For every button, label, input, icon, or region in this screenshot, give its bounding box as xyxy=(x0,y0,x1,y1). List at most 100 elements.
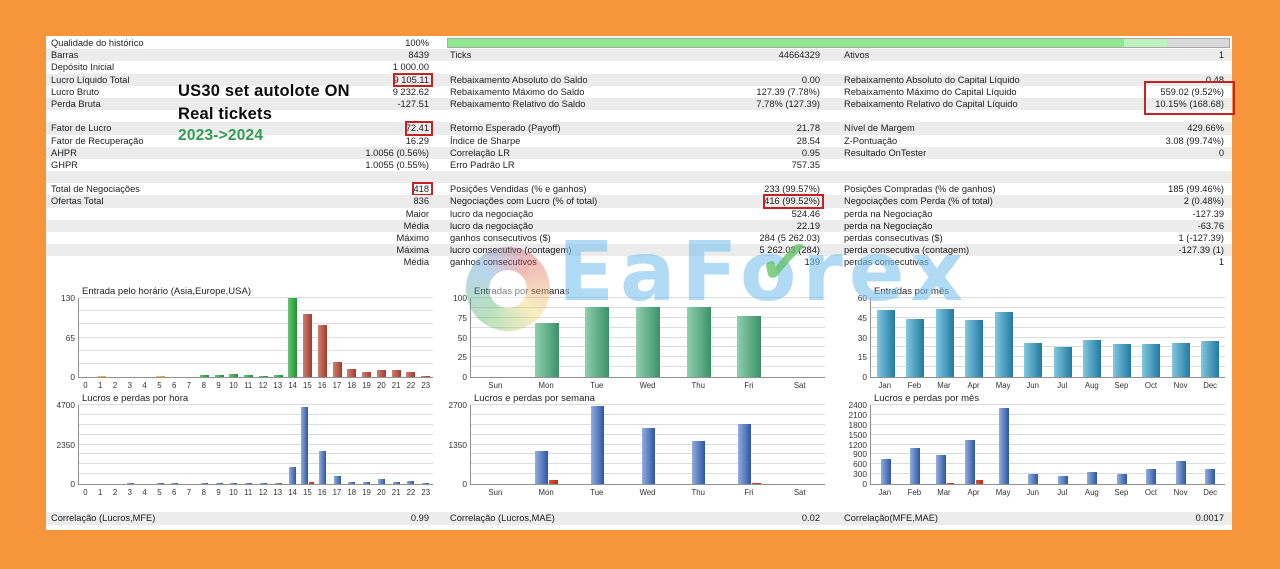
bar-slot xyxy=(79,298,94,377)
table-row: Perda Bruta -127.51 Rebaixamento Relativo … xyxy=(46,97,1232,111)
bar-slot xyxy=(227,298,242,377)
bar-slot xyxy=(227,405,242,484)
gridline xyxy=(471,413,825,415)
stat-label xyxy=(48,244,51,256)
bar-slot xyxy=(724,405,775,484)
gridline xyxy=(871,326,1225,328)
stat-label: Ofertas Total xyxy=(51,196,104,207)
stat-value: -127.39 xyxy=(1192,208,1224,219)
x-tick-label: 7 xyxy=(186,381,192,390)
x-tick-label: Fri xyxy=(744,381,754,390)
bar-slot xyxy=(930,298,960,377)
correlation-cell: Correlação (Lucros,MAE) 0.02 xyxy=(447,512,823,525)
gridline xyxy=(871,306,1225,308)
bar-slot xyxy=(212,405,227,484)
bar xyxy=(156,483,164,484)
bar xyxy=(641,427,655,484)
bar xyxy=(1171,342,1190,377)
bar-slot xyxy=(197,298,212,377)
x-tick-label: 19 xyxy=(362,381,371,390)
stat-cell: Qualidade do histórico 100% xyxy=(48,37,432,49)
stat-value: 1 (-127.39) xyxy=(1178,233,1224,243)
chart-plot: 0 25 50 75 100 xyxy=(453,293,825,382)
x-tick-label: Mon xyxy=(538,488,554,497)
stat-label: Erro Padrão LR xyxy=(450,159,515,170)
bar-slot xyxy=(418,298,433,377)
stat-value: -127.51 xyxy=(397,98,429,109)
x-tick-label: 17 xyxy=(332,488,342,497)
x-tick-label: Aug xyxy=(1084,488,1099,497)
stat-label xyxy=(48,256,51,268)
stat-label: Rebaixamento Máximo do Capital Líquido xyxy=(844,86,1017,97)
gridline xyxy=(471,423,825,425)
bar-slot xyxy=(572,298,623,377)
bar xyxy=(636,307,661,377)
y-tick-label: 600 xyxy=(853,459,867,470)
stat-cell: Ofertas Total 836 xyxy=(48,195,432,207)
bar xyxy=(421,375,431,377)
bar-slot xyxy=(359,298,374,377)
x-tick-label: 19 xyxy=(362,488,371,497)
x-tick-label: 15 xyxy=(303,488,312,497)
stat-cell: lucro da negociação 22.19 xyxy=(447,220,823,232)
gridline xyxy=(471,297,825,298)
bar xyxy=(377,479,385,484)
x-tick-label: 15 xyxy=(303,381,312,390)
x-tick-label: Sat xyxy=(793,381,806,390)
bar xyxy=(976,480,984,484)
gridline xyxy=(471,404,825,405)
x-tick-label: 21 xyxy=(391,381,401,390)
bar xyxy=(965,320,984,377)
progress-fill xyxy=(448,39,1124,47)
bar xyxy=(1057,476,1068,484)
stat-cell: Posições Vendidas (% e ganhos) 233 (99.57… xyxy=(447,183,823,195)
gridline xyxy=(871,297,1225,298)
bar-slot xyxy=(315,405,330,484)
bar xyxy=(289,467,297,484)
table-row: GHPR 1.0055 (0.55%) Erro Padrão LR 757.35 xyxy=(46,159,1232,171)
stat-label xyxy=(841,110,844,122)
bar-slot xyxy=(673,405,724,484)
x-tick-label: Mon xyxy=(538,381,554,390)
stat-label: Rebaixamento Absoluto do Capital Líquido xyxy=(844,74,1020,85)
bar-slot xyxy=(241,298,256,377)
bar-slot xyxy=(241,405,256,484)
gridline xyxy=(79,310,433,312)
x-tick-label: Sun xyxy=(488,381,503,390)
bar-slot xyxy=(901,405,931,484)
stat-cell: perdas consecutivas 1 xyxy=(841,256,1227,268)
table-row: Depósito Inicial 1 000.00 xyxy=(46,61,1232,73)
stat-label: Total de Negociações xyxy=(51,184,140,195)
stat-label: Ativos xyxy=(844,50,870,61)
x-tick-label: 4 xyxy=(142,381,147,390)
chart-title: Lucros e perdas por hora xyxy=(82,393,189,404)
bar-slot xyxy=(182,298,197,377)
chart-pnl-by-hour: Lucros e perdas por hora 0 2350 4700 0 1 2 3 4 5 6… xyxy=(48,393,438,498)
gridline xyxy=(79,323,433,325)
stat-cell: Posições Compradas (% de ganhos) 185 (99.… xyxy=(841,183,1227,195)
bar xyxy=(215,483,223,484)
gridline xyxy=(871,413,1225,415)
bar-slot xyxy=(123,405,138,484)
gridline xyxy=(79,473,433,475)
y-tick-label: 2700 xyxy=(448,400,467,410)
bar xyxy=(245,483,253,484)
stat-value: 0.99 xyxy=(410,513,429,523)
stat-cell: perda na Negociação -63.76 xyxy=(841,220,1227,232)
bar-slot xyxy=(1137,298,1167,377)
chart-plot: 0 2350 4700 xyxy=(57,400,433,489)
bar-slot xyxy=(345,405,360,484)
bar xyxy=(317,324,327,377)
bar-slot xyxy=(286,405,301,484)
stat-label: perda na Negociação xyxy=(844,220,933,231)
bar xyxy=(534,323,559,377)
bar xyxy=(737,423,751,484)
stat-value xyxy=(820,171,823,183)
bar-slot xyxy=(989,405,1019,484)
bar xyxy=(946,483,954,484)
stat-value: 0.02 xyxy=(801,513,820,523)
bar-slot xyxy=(153,405,168,484)
stat-label xyxy=(447,61,450,73)
gridline xyxy=(79,433,433,435)
stat-label: Correlação (Lucros,MFE) xyxy=(51,513,156,523)
